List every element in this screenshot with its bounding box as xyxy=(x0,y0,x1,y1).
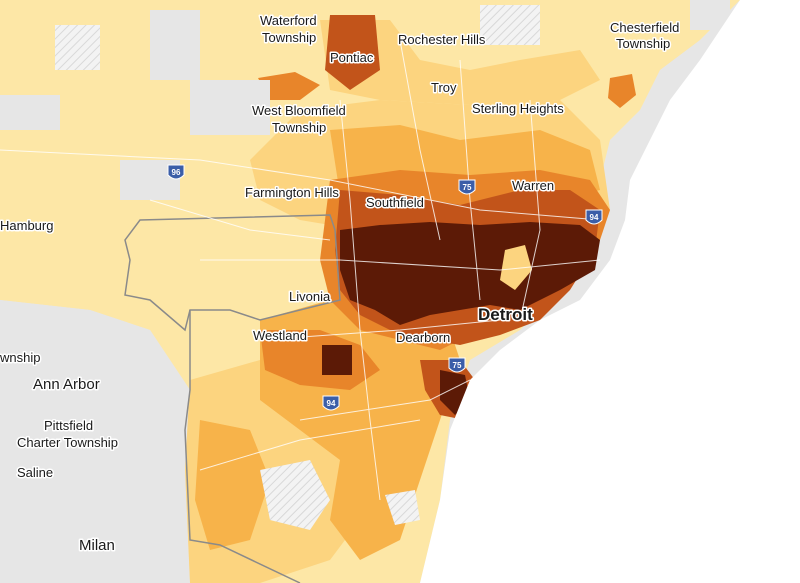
gray-block-1 xyxy=(0,95,60,130)
label-hamburg: Hamburg xyxy=(0,218,53,233)
hatched-area-2 xyxy=(150,10,200,80)
region-shade-2c xyxy=(320,20,600,105)
label-warren: Warren xyxy=(512,178,554,193)
hatched-area-3 xyxy=(480,5,540,45)
pontiac-area xyxy=(325,15,380,90)
label-west-bloomfield-township: Township xyxy=(272,120,326,135)
highway-shield-i75-south: 75 xyxy=(448,357,466,373)
outside-county-southwest xyxy=(0,300,190,583)
label-dearborn: Dearborn xyxy=(396,330,450,345)
label-saline: Saline xyxy=(17,465,53,480)
highway-shield-i94-east-number: 94 xyxy=(590,213,599,222)
label-ann-arbor: Ann Arbor xyxy=(33,376,100,393)
hatched-area-1 xyxy=(55,25,100,70)
detroit-light-patch xyxy=(500,245,532,290)
gray-block-2 xyxy=(190,80,270,135)
label-troy: Troy xyxy=(431,80,457,95)
west-bloomfield-area xyxy=(258,72,320,100)
highway-shield-i96-number: 96 xyxy=(172,168,181,177)
label-farmington-hills: Farmington Hills xyxy=(245,185,339,200)
highway-shield-i94-east: 94 xyxy=(585,209,603,225)
label-livonia: Livonia xyxy=(289,289,331,304)
label-waterford-township: Township xyxy=(262,30,316,45)
highway-shield-i75-south-number: 75 xyxy=(453,361,462,370)
highway-shield-i75-north-number: 75 xyxy=(463,183,472,192)
lake-st-clair xyxy=(420,0,800,583)
highway-shield-i94-west-number: 94 xyxy=(327,399,336,408)
label-waterford: Waterford xyxy=(260,13,317,28)
label-milan: Milan xyxy=(79,537,115,554)
label-township-left: wnship xyxy=(0,350,40,365)
hatched-area-5 xyxy=(385,490,420,525)
label-southfield: Southfield xyxy=(366,195,424,210)
highway-shield-i94-west: 94 xyxy=(322,395,340,411)
label-west-bloomfield: West Bloomfield xyxy=(252,103,346,118)
label-pittsfield-township: Charter Township xyxy=(17,435,118,450)
label-westland: Westland xyxy=(253,328,307,343)
region-shade-7 xyxy=(340,222,600,325)
westland-dark-block xyxy=(322,345,352,375)
gray-block-4 xyxy=(690,0,730,30)
hatched-area-4 xyxy=(260,460,330,530)
label-rochester-hills: Rochester Hills xyxy=(398,32,486,47)
label-chesterfield: Chesterfield xyxy=(610,20,679,35)
road-network xyxy=(0,39,601,501)
highway-shield-i75-north: 75 xyxy=(458,179,476,195)
label-chesterfield-township: Township xyxy=(616,36,670,51)
chesterfield-area xyxy=(608,74,636,108)
label-sterling-heights: Sterling Heights xyxy=(472,101,564,116)
region-shade-3c xyxy=(195,420,270,550)
label-detroit: Detroit xyxy=(478,305,533,324)
label-pontiac: Pontiac xyxy=(330,50,374,65)
highway-shield-i96: 96 xyxy=(167,164,185,180)
county-border-south xyxy=(184,310,301,583)
label-pittsfield: Pittsfield xyxy=(44,418,93,433)
